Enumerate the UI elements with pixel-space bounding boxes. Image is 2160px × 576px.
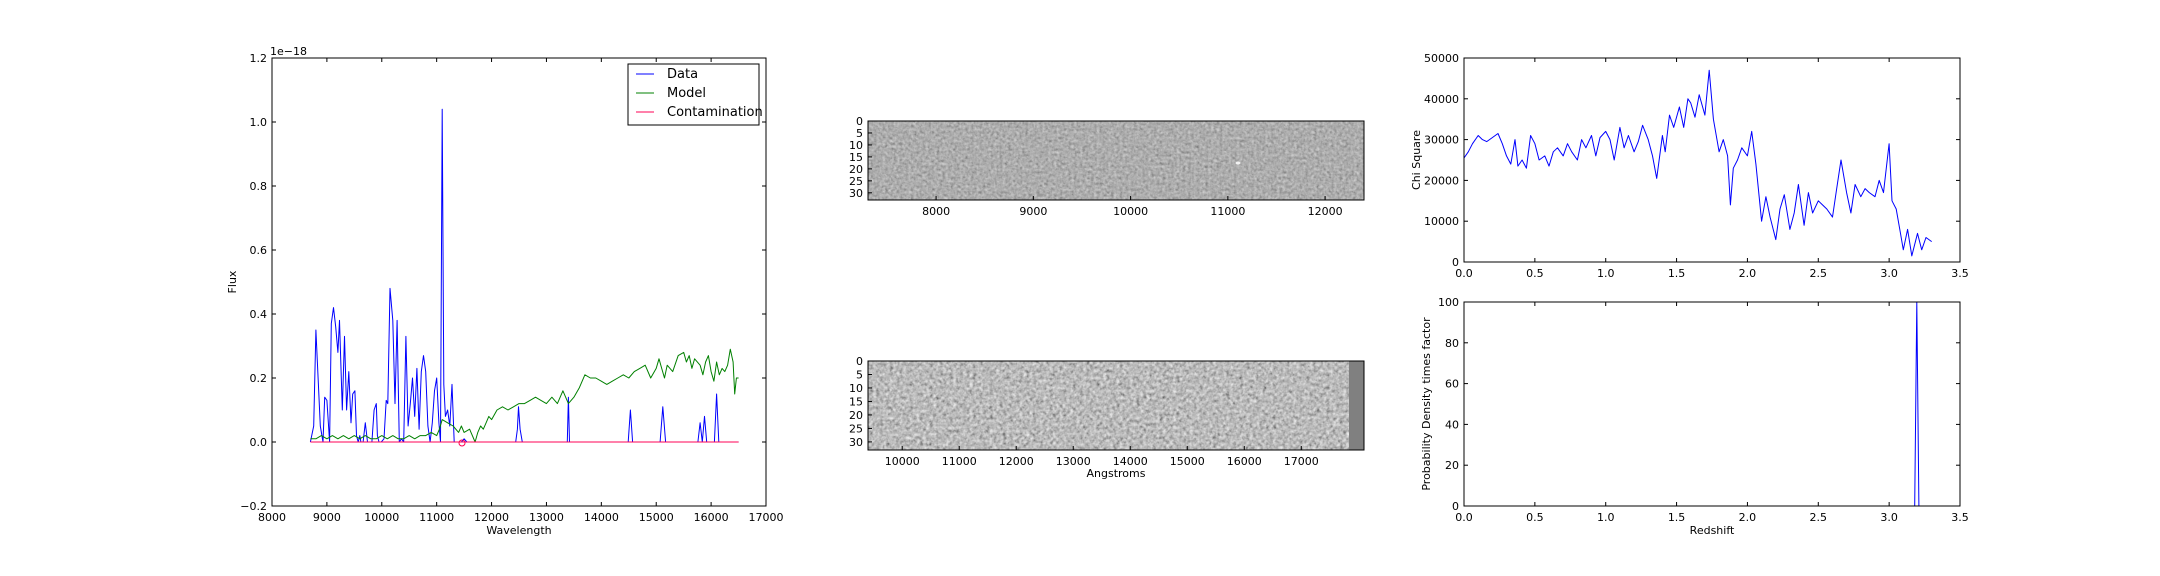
x-tick-label: 0.5: [1526, 511, 1544, 524]
y-tick-label: 25: [849, 422, 863, 435]
x-tick-label: 3.0: [1880, 511, 1898, 524]
y-tick-label: 20000: [1424, 174, 1459, 187]
x-tick-label: 2.0: [1739, 267, 1757, 280]
x-tick-label: 13000: [529, 511, 564, 524]
x-tick-label: 3.5: [1951, 267, 1969, 280]
x-tick-label: 11000: [419, 511, 454, 524]
x-tick-label: 2.5: [1810, 267, 1828, 280]
image-noise-bottom: [868, 361, 1349, 450]
y-tick-label: 15: [849, 151, 863, 164]
x-axis-label: Redshift: [1690, 524, 1735, 537]
y-axis-label: Chi Square: [1410, 130, 1423, 190]
x-tick-label: 17000: [749, 511, 784, 524]
series-line-model: [310, 348, 739, 443]
x-tick-label: 12000: [1308, 205, 1343, 218]
y-axis-label: Flux: [226, 270, 239, 293]
x-tick-label: 8000: [258, 511, 286, 524]
x-tick-label: 1.0: [1597, 511, 1615, 524]
x-tick-label: 9000: [1019, 205, 1047, 218]
bright-spot: [1235, 161, 1241, 165]
x-tick-label: 11000: [1210, 205, 1245, 218]
x-tick-label: 9000: [313, 511, 341, 524]
faint-spot: [1037, 193, 1043, 197]
y-tick-label: 40000: [1424, 93, 1459, 106]
y-tick-label: 20: [849, 409, 863, 422]
y-tick-label: 10000: [1424, 215, 1459, 228]
y-tick-label: 0: [1452, 256, 1459, 269]
x-tick-label: 3.0: [1880, 267, 1898, 280]
y-tick-label: 5: [856, 368, 863, 381]
x-tick-label: 16000: [1227, 455, 1262, 468]
y-tick-label: 15: [849, 395, 863, 408]
y-tick-label: 1.2: [250, 52, 268, 65]
y-tick-label: 30000: [1424, 134, 1459, 147]
x-tick-label: 2.5: [1810, 511, 1828, 524]
y-tick-label: 60: [1445, 378, 1459, 391]
y-tick-label: −0.2: [240, 500, 267, 513]
y-tick-label: 10: [849, 139, 863, 152]
x-tick-label: 14000: [1113, 455, 1148, 468]
x-axis-label: Angstroms: [1087, 467, 1146, 480]
image-noise-top: [868, 121, 1364, 200]
x-tick-label: 0.0: [1455, 267, 1473, 280]
y-tick-label: 0: [856, 115, 863, 128]
y-tick-label: 40: [1445, 418, 1459, 431]
x-tick-label: 16000: [694, 511, 729, 524]
x-tick-label: 10000: [885, 455, 920, 468]
y-tick-label: 50000: [1424, 52, 1459, 65]
x-tick-label: 8000: [922, 205, 950, 218]
y-tick-label: 10: [849, 382, 863, 395]
y-tick-label: 30: [849, 187, 863, 200]
series-line-3-0: [1463, 69, 1932, 257]
x-tick-label: 12000: [474, 511, 509, 524]
spectrum-plot: 1e−18 Wavelength Flux 8000 9000 10000 11000…: [226, 45, 784, 537]
x-tick-label: 15000: [639, 511, 674, 524]
x-axis-label: Wavelength: [486, 524, 551, 537]
x-tick-label: 0.5: [1526, 267, 1544, 280]
x-tick-label: 0.0: [1455, 511, 1473, 524]
x-tick-label: 13000: [1056, 455, 1091, 468]
y-tick-label: 0.4: [250, 308, 268, 321]
x-tick-label: 1.0: [1597, 267, 1615, 280]
x-tick-label: 1.5: [1668, 267, 1686, 280]
x-tick-label: 10000: [364, 511, 399, 524]
y-axis-label: Probability Density times factor: [1420, 317, 1433, 491]
legend-label-contamination: Contamination: [667, 105, 763, 120]
y-tick-label: 0: [856, 355, 863, 368]
x-tick-label: 10000: [1113, 205, 1148, 218]
chi-square-plot: Chi Square 0.0 0.5 1.0 1.5 2.0 2.5 3.0 3.5 0 1000…: [1410, 52, 1969, 280]
spectrum-image-bottom: Angstroms 10000 11000 12000 13000 14000 15000…: [849, 355, 1365, 480]
legend: Data Model Contamination: [627, 63, 763, 126]
offset-text: 1e−18: [270, 45, 307, 58]
y-tick-label: 0.6: [250, 244, 268, 257]
y-tick-label: 0: [1452, 500, 1459, 513]
x-tick-label: 11000: [942, 455, 977, 468]
y-tick-label: 80: [1445, 337, 1459, 350]
y-tick-label: 0.2: [250, 372, 268, 385]
x-tick-label: 17000: [1284, 455, 1319, 468]
probability-density-plot: Redshift Probability Density times facto…: [1420, 296, 1969, 537]
y-tick-label: 0.8: [250, 180, 268, 193]
y-tick-label: 25: [849, 175, 863, 188]
y-tick-label: 20: [1445, 459, 1459, 472]
series-line-data: [309, 108, 739, 443]
x-tick-label: 1.5: [1668, 511, 1686, 524]
x-tick-label: 3.5: [1951, 511, 1969, 524]
y-tick-label: 30: [849, 436, 863, 449]
y-tick-label: 5: [856, 127, 863, 140]
x-tick-label: 15000: [1170, 455, 1205, 468]
y-tick-label: 20: [849, 163, 863, 176]
y-tick-label: 100: [1438, 296, 1459, 309]
y-tick-label: 0.0: [250, 436, 268, 449]
legend-label-data: Data: [667, 67, 698, 82]
legend-label-model: Model: [667, 86, 706, 101]
y-tick-label: 1.0: [250, 116, 268, 129]
x-tick-label: 2.0: [1739, 511, 1757, 524]
marker-circle: [458, 439, 466, 447]
x-tick-label: 14000: [584, 511, 619, 524]
x-tick-label: 12000: [999, 455, 1034, 468]
